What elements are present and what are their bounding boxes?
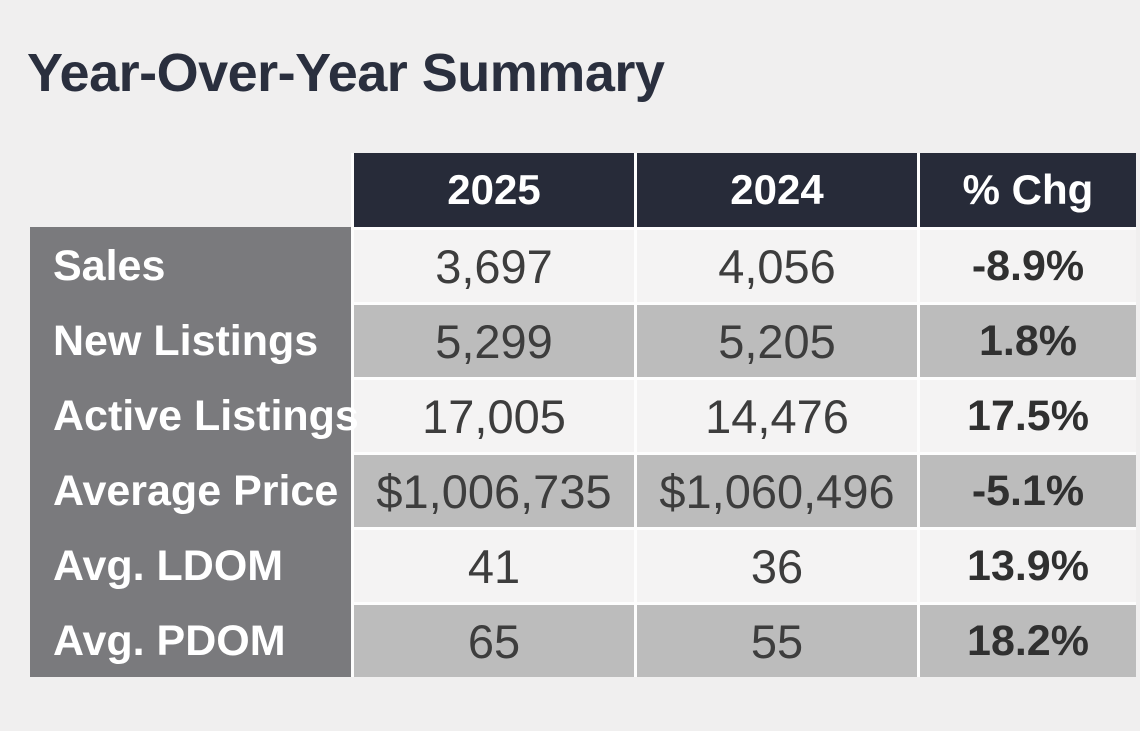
column-header-2024: 2024: [637, 153, 917, 227]
table-corner-spacer: [30, 153, 351, 227]
cell-2024: 55: [637, 605, 917, 677]
row-label-avg-ldom: Avg. LDOM: [53, 541, 284, 590]
cell-pct-chg: 13.9%: [920, 530, 1136, 602]
column-header-pct-chg: % Chg: [920, 153, 1136, 227]
column-header-2025: 2025: [354, 153, 634, 227]
cell-2024: 14,476: [637, 380, 917, 452]
page-title: Year-Over-Year Summary: [27, 43, 665, 103]
cell-2025: 41: [354, 530, 634, 602]
row-label-new-listings: New Listings: [53, 316, 319, 365]
cell-2024: 5,205: [637, 305, 917, 377]
cell-2025: $1,006,735: [354, 455, 634, 527]
cell-pct-chg: -5.1%: [920, 455, 1136, 527]
cell-pct-chg: 18.2%: [920, 605, 1136, 677]
cell-2025: 17,005: [354, 380, 634, 452]
row-label-sales: Sales: [53, 241, 166, 290]
cell-2024: $1,060,496: [637, 455, 917, 527]
cell-pct-chg: 1.8%: [920, 305, 1136, 377]
cell-2024: 4,056: [637, 230, 917, 302]
row-label-average-price: Average Price: [53, 466, 339, 515]
cell-pct-chg: -8.9%: [920, 230, 1136, 302]
cell-2024: 36: [637, 530, 917, 602]
row-label-avg-pdom: Avg. PDOM: [53, 616, 286, 665]
metric-label-column: [30, 227, 351, 677]
cell-2025: 5,299: [354, 305, 634, 377]
cell-2025: 65: [354, 605, 634, 677]
cell-2025: 3,697: [354, 230, 634, 302]
yoy-summary-table: 2025 2024 % Chg Sales 3,697 4,056 -8.9% …: [30, 153, 1136, 677]
row-label-active-listings: Active Listings: [53, 391, 359, 440]
cell-pct-chg: 17.5%: [920, 380, 1136, 452]
